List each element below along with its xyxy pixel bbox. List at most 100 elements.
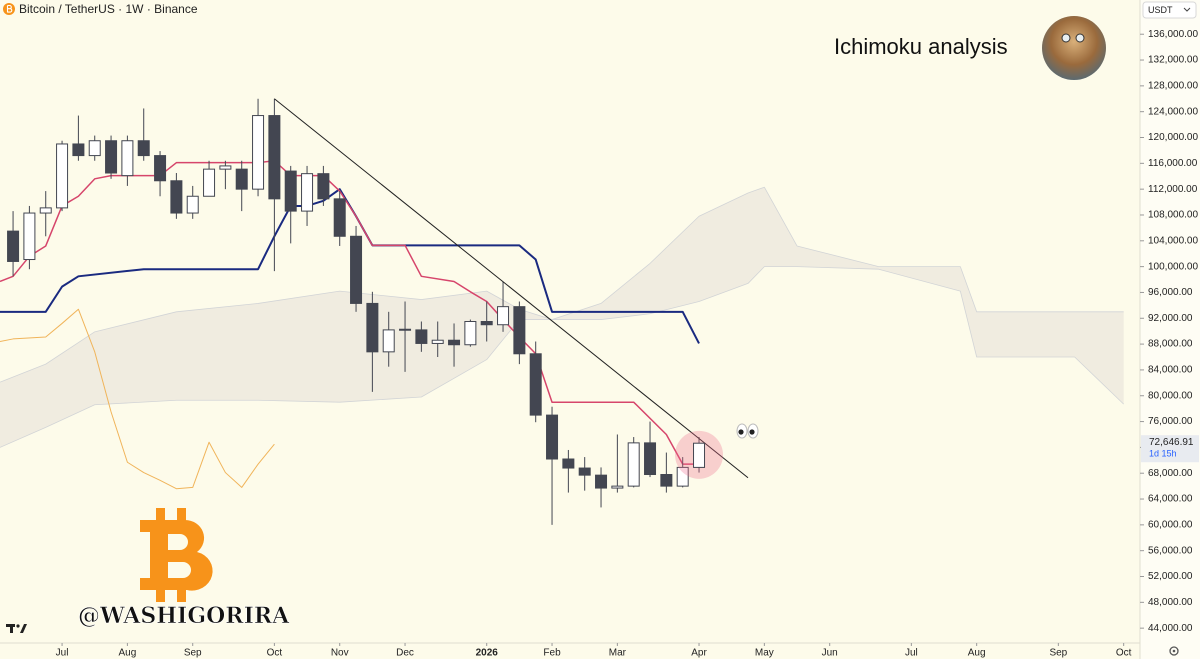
tv-logo-part bbox=[10, 624, 13, 633]
candle-body bbox=[333, 198, 346, 237]
x-tick-label: Mar bbox=[609, 648, 627, 659]
x-tick-label: 2026 bbox=[476, 648, 499, 659]
cloud-span-a bbox=[0, 186, 1124, 383]
y-tick-label: 64,000.00 bbox=[1148, 494, 1193, 505]
x-tick-label: May bbox=[755, 648, 774, 659]
y-tick-label: 136,000.00 bbox=[1148, 29, 1198, 40]
candle-body bbox=[121, 140, 134, 177]
y-tick-label: 92,000.00 bbox=[1148, 313, 1193, 324]
y-tick-label: 120,000.00 bbox=[1148, 132, 1198, 143]
x-tick-label: Nov bbox=[331, 648, 349, 659]
candle-body bbox=[529, 353, 542, 416]
y-tick-label: 60,000.00 bbox=[1148, 519, 1193, 530]
symbol-icon-glyph bbox=[6, 4, 13, 13]
candle-body bbox=[7, 230, 20, 262]
candle-body bbox=[219, 165, 232, 170]
x-tick-label: Feb bbox=[543, 648, 561, 659]
candle-body bbox=[676, 466, 689, 487]
candle-body bbox=[23, 212, 36, 261]
candle-body bbox=[415, 329, 428, 344]
y-tick-label: 108,000.00 bbox=[1148, 210, 1198, 221]
x-tick-label: Oct bbox=[1116, 648, 1132, 659]
symbol-title: Bitcoin / TetherUS · 1W · Binance bbox=[19, 2, 198, 16]
candle-body bbox=[72, 143, 85, 157]
candle-body bbox=[578, 467, 591, 476]
dropdown-chevron bbox=[1183, 7, 1191, 12]
x-tick-label: Aug bbox=[118, 648, 136, 659]
candle-body bbox=[464, 321, 477, 346]
candle-body bbox=[660, 474, 673, 487]
y-tick-label: 124,000.00 bbox=[1148, 106, 1198, 117]
watermark: @WASHIGORIRA bbox=[78, 603, 290, 629]
candle-body bbox=[170, 180, 183, 214]
currency-label: USDT bbox=[1148, 5, 1173, 15]
plot-area bbox=[0, 98, 1124, 525]
candle-body bbox=[88, 140, 101, 157]
y-tick-label: 132,000.00 bbox=[1148, 55, 1198, 66]
annotation: Ichimoku analysis bbox=[834, 34, 1008, 59]
candle-body bbox=[546, 414, 559, 460]
pupil bbox=[738, 429, 744, 435]
avatar-glasses bbox=[1061, 33, 1071, 43]
price-axis-panel bbox=[1140, 0, 1200, 659]
y-tick-label: 128,000.00 bbox=[1148, 81, 1198, 92]
candle-body bbox=[284, 170, 297, 212]
x-tick-label: Jul bbox=[56, 648, 69, 659]
avatar bbox=[1042, 16, 1106, 80]
x-tick-label: Jun bbox=[822, 648, 838, 659]
logo-bar bbox=[156, 508, 165, 526]
logo-b bbox=[140, 519, 213, 591]
candle-body bbox=[399, 328, 412, 331]
candle-body bbox=[693, 442, 706, 468]
candle-body bbox=[595, 474, 608, 489]
candle-body bbox=[317, 173, 330, 200]
currency-dropdown[interactable] bbox=[1142, 1, 1197, 19]
candle-body bbox=[448, 339, 461, 346]
x-tick-label: Aug bbox=[968, 648, 986, 659]
candle-body bbox=[186, 195, 199, 214]
candle-body bbox=[497, 306, 510, 326]
y-tick-label: 52,000.00 bbox=[1148, 571, 1193, 582]
candle-body bbox=[301, 173, 314, 212]
candle-body bbox=[611, 485, 624, 489]
candle-body bbox=[252, 115, 265, 190]
candle-body bbox=[627, 442, 640, 487]
settings-icon[interactable] bbox=[1169, 646, 1179, 656]
kijun-line bbox=[0, 188, 700, 344]
y-tick-label: 84,000.00 bbox=[1148, 365, 1193, 376]
bitcoin-logo bbox=[140, 508, 213, 602]
candle-body bbox=[203, 168, 216, 197]
logo-bar bbox=[177, 584, 186, 602]
y-tick-label: 116,000.00 bbox=[1148, 158, 1198, 169]
tv-logo-part bbox=[20, 624, 27, 633]
last-price-tag bbox=[1141, 435, 1199, 463]
y-tick-label: 100,000.00 bbox=[1148, 261, 1198, 272]
x-tick-label: Jul bbox=[905, 648, 918, 659]
cloud-fill bbox=[0, 187, 1124, 448]
last-price-label: 72,646.91 bbox=[1149, 437, 1194, 448]
candle-body bbox=[644, 442, 657, 476]
y-tick-label: 96,000.00 bbox=[1148, 287, 1193, 298]
y-tick-label: 44,000.00 bbox=[1148, 623, 1193, 634]
trendline bbox=[274, 98, 749, 479]
candle-body bbox=[235, 168, 248, 190]
lagging-span bbox=[0, 308, 275, 490]
x-tick-label: Oct bbox=[267, 648, 283, 659]
y-tick-label: 48,000.00 bbox=[1148, 597, 1193, 608]
x-tick-label: Dec bbox=[396, 648, 414, 659]
candle-body bbox=[562, 458, 575, 469]
y-tick-label: 76,000.00 bbox=[1148, 416, 1193, 427]
logo-bar bbox=[156, 584, 165, 602]
y-tick-label: 80,000.00 bbox=[1148, 390, 1193, 401]
candle-body bbox=[382, 329, 395, 353]
y-tick-label: 112,000.00 bbox=[1148, 184, 1198, 195]
tv-logo bbox=[6, 624, 27, 633]
avatar-glasses bbox=[1075, 33, 1085, 43]
eyes-emoji bbox=[736, 423, 759, 439]
candle-body bbox=[431, 339, 444, 344]
candle-body bbox=[105, 140, 118, 174]
candle-body bbox=[513, 306, 526, 355]
candle-body bbox=[39, 207, 52, 214]
y-tick-label: 104,000.00 bbox=[1148, 235, 1198, 246]
